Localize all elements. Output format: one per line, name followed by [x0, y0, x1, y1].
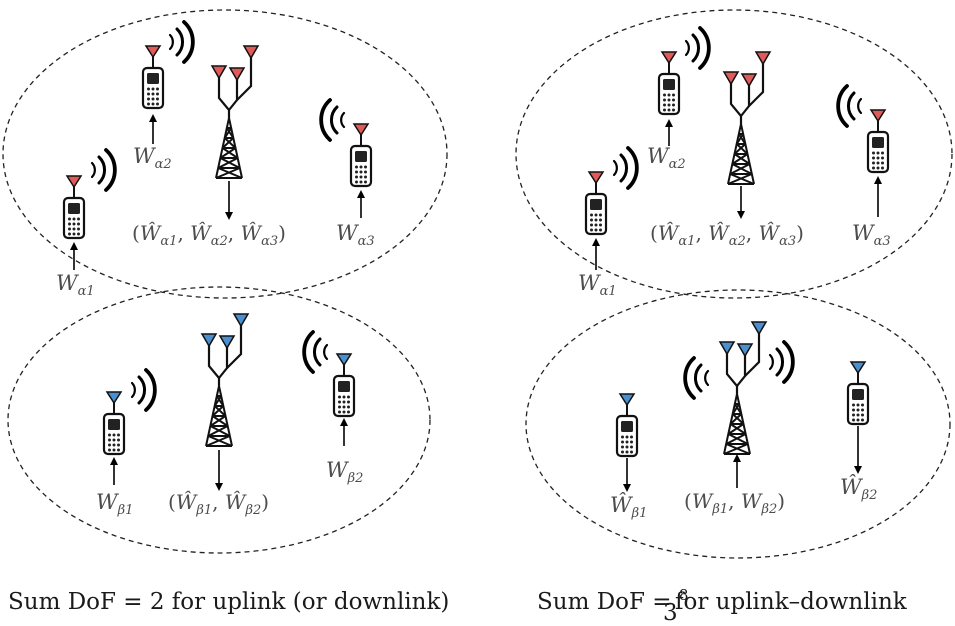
label-w-beta2: Wβ2	[326, 458, 363, 486]
alpha-cell-left	[2, 9, 448, 299]
phone-icon	[615, 392, 639, 458]
phone-icon	[102, 390, 126, 456]
phone-icon	[657, 50, 681, 116]
label-w-alpha1: Wα1	[578, 271, 617, 299]
radio-wave-icon	[90, 148, 117, 192]
label-w-alpha2: Wα2	[133, 144, 172, 172]
label-w-alpha3: Wα3	[852, 221, 891, 249]
label-w-beta1: Wβ1	[96, 490, 133, 518]
base-station-icon	[202, 314, 248, 446]
label-w-beta2: Ŵβ2	[840, 475, 877, 503]
left-panel: Wα2 Wα1 Wα3 (Ŵα1, Ŵα2, Ŵα3) Wβ1 Wβ2 (Ŵβ1…	[2, 9, 449, 615]
radio-wave-icon	[302, 330, 329, 374]
beta-cell-left	[7, 286, 431, 554]
radio-wave-icon	[836, 84, 863, 128]
caption-right-suffix: for uplink–downlink	[675, 589, 908, 615]
caption-right: Sum DoF = 8	[537, 586, 688, 615]
caption-fraction-den: 3	[663, 600, 678, 626]
label-w-alpha1: Wα1	[56, 271, 95, 299]
right-panel: Wα2 Wα1 Wα3 (Ŵα1, Ŵα2, Ŵα3) Ŵβ1 Ŵβ2 (Wβ1…	[515, 9, 953, 626]
phone-icon	[349, 122, 373, 188]
radio-wave-icon	[319, 98, 346, 142]
alpha-cell-right	[515, 9, 953, 299]
label-alpha-bs-decoded: (Ŵα1, Ŵα2, Ŵα3)	[650, 221, 804, 249]
phone-icon	[846, 360, 870, 426]
label-w-beta1: Ŵβ1	[610, 493, 647, 521]
caption-left: Sum DoF = 2 for uplink (or downlink)	[8, 589, 449, 615]
label-alpha-bs-decoded: (Ŵα1, Ŵα2, Ŵα3)	[132, 221, 286, 249]
phone-icon	[141, 44, 165, 110]
label-beta-bs-decoded: (Ŵβ1, Ŵβ2)	[168, 490, 269, 518]
radio-wave-icon	[768, 340, 795, 384]
phone-icon	[866, 108, 890, 174]
label-w-alpha3: Wα3	[336, 221, 375, 249]
radio-wave-icon	[612, 146, 639, 190]
base-station-icon	[724, 52, 770, 184]
radio-wave-icon	[683, 356, 710, 400]
base-station-icon	[720, 322, 766, 454]
label-beta-bs-source: (Wβ1, Wβ2)	[684, 489, 785, 517]
base-station-icon	[212, 46, 258, 178]
radio-wave-icon	[168, 20, 195, 64]
radio-wave-icon	[130, 368, 157, 412]
phone-icon	[332, 352, 356, 418]
label-w-alpha2: Wα2	[647, 144, 686, 172]
beta-cell-right	[525, 289, 951, 559]
radio-wave-icon	[684, 26, 711, 70]
phone-icon	[62, 174, 86, 240]
phone-icon	[584, 170, 608, 236]
